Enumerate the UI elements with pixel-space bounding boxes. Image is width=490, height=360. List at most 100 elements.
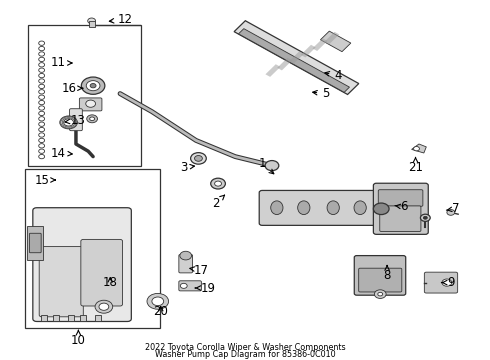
- Circle shape: [39, 57, 45, 62]
- Text: 14: 14: [50, 147, 72, 159]
- Circle shape: [447, 210, 455, 215]
- FancyBboxPatch shape: [354, 256, 406, 295]
- Circle shape: [39, 111, 45, 116]
- Circle shape: [39, 138, 45, 143]
- Circle shape: [414, 147, 419, 151]
- Text: Washer Pump Cap Diagram for 85386-0C010: Washer Pump Cap Diagram for 85386-0C010: [155, 350, 335, 359]
- FancyBboxPatch shape: [373, 183, 428, 234]
- Circle shape: [86, 81, 100, 91]
- Circle shape: [39, 149, 45, 153]
- Text: 4: 4: [325, 69, 342, 82]
- Text: 18: 18: [103, 276, 118, 289]
- Text: 17: 17: [190, 264, 208, 276]
- Bar: [301, 45, 316, 58]
- Text: 11: 11: [50, 57, 72, 69]
- Text: 16: 16: [62, 82, 83, 95]
- Circle shape: [147, 293, 169, 309]
- FancyBboxPatch shape: [179, 281, 201, 291]
- Circle shape: [191, 153, 206, 164]
- Circle shape: [39, 154, 45, 159]
- Bar: [41, 315, 47, 321]
- Circle shape: [39, 84, 45, 89]
- Circle shape: [99, 303, 109, 310]
- Circle shape: [81, 77, 105, 94]
- FancyBboxPatch shape: [33, 208, 131, 321]
- Bar: [313, 38, 327, 51]
- Circle shape: [378, 292, 383, 296]
- Ellipse shape: [270, 201, 283, 215]
- Circle shape: [39, 73, 45, 78]
- Text: 5: 5: [313, 87, 330, 100]
- FancyBboxPatch shape: [359, 268, 402, 292]
- Polygon shape: [412, 144, 426, 153]
- Bar: [324, 32, 339, 45]
- Circle shape: [180, 283, 187, 288]
- Circle shape: [90, 84, 96, 88]
- Text: 20: 20: [153, 305, 168, 318]
- FancyBboxPatch shape: [70, 109, 82, 131]
- Circle shape: [39, 117, 45, 121]
- Bar: [289, 51, 304, 64]
- Circle shape: [39, 144, 45, 148]
- Text: 19: 19: [195, 282, 216, 294]
- Circle shape: [423, 216, 427, 219]
- Text: 2022 Toyota Corolla Wiper & Washer Components: 2022 Toyota Corolla Wiper & Washer Compo…: [145, 343, 345, 352]
- Text: 2: 2: [212, 195, 224, 210]
- Bar: [28, 25, 141, 166]
- Text: 1: 1: [258, 157, 274, 174]
- Circle shape: [39, 106, 45, 110]
- Circle shape: [64, 119, 74, 126]
- FancyBboxPatch shape: [29, 233, 41, 253]
- Bar: [234, 21, 359, 94]
- Text: 3: 3: [180, 161, 195, 174]
- Circle shape: [442, 279, 452, 286]
- Bar: [239, 29, 349, 92]
- Circle shape: [373, 203, 389, 215]
- Bar: [277, 58, 292, 71]
- Bar: [320, 31, 351, 52]
- Bar: [25, 169, 160, 328]
- Circle shape: [39, 95, 45, 99]
- Circle shape: [39, 127, 45, 132]
- Text: 9: 9: [441, 276, 455, 289]
- Circle shape: [265, 161, 279, 171]
- Circle shape: [39, 122, 45, 126]
- Circle shape: [86, 100, 96, 107]
- FancyBboxPatch shape: [179, 255, 193, 273]
- Bar: [89, 21, 95, 27]
- FancyBboxPatch shape: [27, 226, 43, 260]
- Bar: [266, 64, 280, 77]
- Bar: [80, 315, 86, 321]
- Text: 12: 12: [109, 13, 132, 26]
- Text: 7: 7: [446, 202, 460, 215]
- Circle shape: [88, 18, 96, 24]
- Circle shape: [215, 181, 221, 186]
- Ellipse shape: [354, 201, 367, 215]
- FancyBboxPatch shape: [259, 190, 388, 225]
- Circle shape: [39, 79, 45, 83]
- Text: 21: 21: [408, 158, 423, 174]
- Circle shape: [39, 90, 45, 94]
- Circle shape: [39, 52, 45, 56]
- FancyBboxPatch shape: [378, 190, 423, 206]
- Ellipse shape: [297, 201, 310, 215]
- Bar: [68, 315, 74, 321]
- FancyBboxPatch shape: [380, 206, 421, 231]
- Circle shape: [39, 68, 45, 72]
- Circle shape: [95, 300, 113, 313]
- Bar: [95, 315, 101, 321]
- Circle shape: [180, 251, 192, 260]
- FancyBboxPatch shape: [39, 247, 83, 317]
- Circle shape: [211, 178, 225, 189]
- FancyBboxPatch shape: [81, 239, 122, 306]
- Circle shape: [90, 117, 95, 121]
- Circle shape: [374, 290, 386, 298]
- Circle shape: [420, 214, 430, 221]
- Circle shape: [39, 100, 45, 105]
- Ellipse shape: [327, 201, 339, 215]
- Circle shape: [39, 46, 45, 51]
- Text: 10: 10: [71, 330, 86, 347]
- Bar: [53, 315, 59, 321]
- FancyBboxPatch shape: [424, 272, 458, 293]
- Text: 13: 13: [65, 114, 86, 127]
